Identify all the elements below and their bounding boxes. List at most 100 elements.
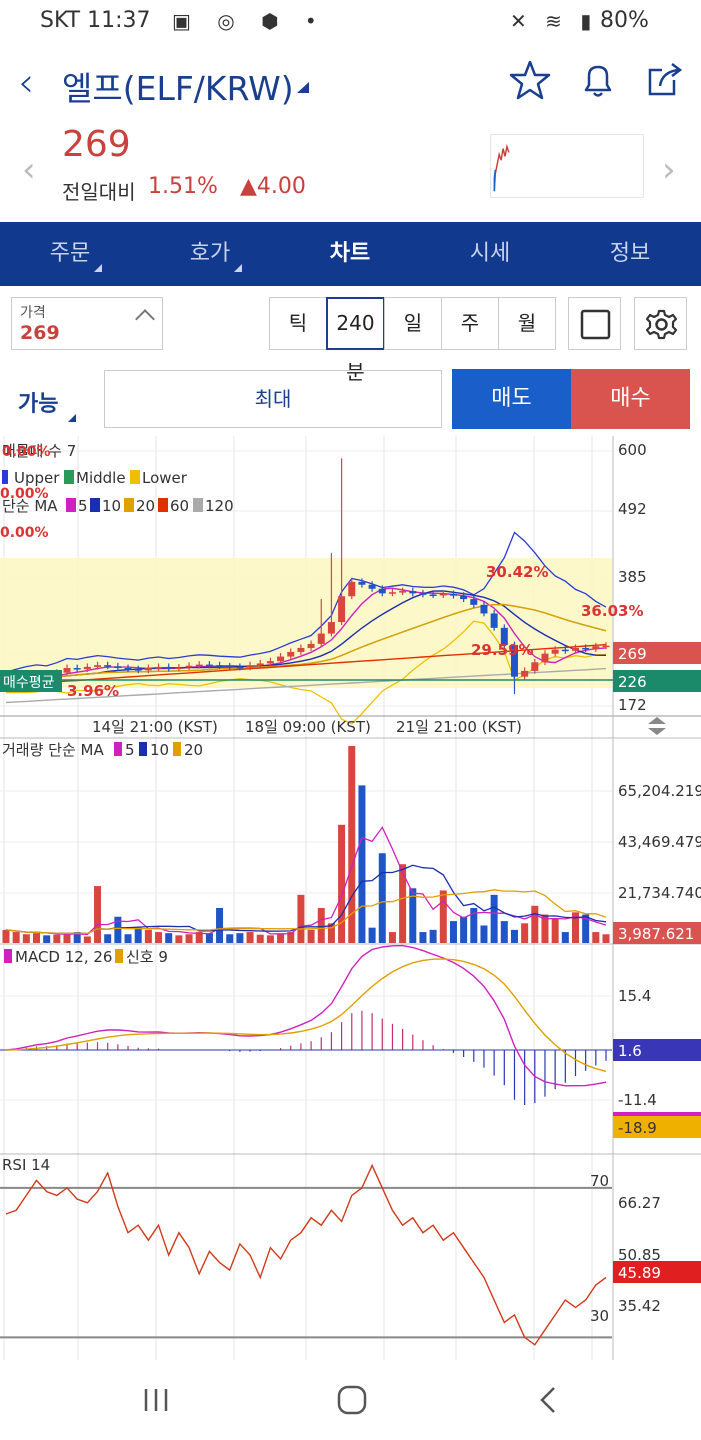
sell-button[interactable]: 매도	[452, 369, 571, 429]
interval-tick[interactable]: 틱	[269, 297, 327, 350]
volume-bar-11	[114, 916, 122, 943]
bb-lower-line	[5, 620, 607, 725]
ma60-legend: 60	[170, 497, 189, 515]
candle-body-19	[195, 664, 203, 667]
annotation-3: 29.59%	[471, 641, 533, 659]
volume-bar-47	[480, 925, 488, 943]
tab-chart[interactable]: 차트	[280, 222, 420, 286]
interval-week[interactable]: 주	[441, 297, 499, 350]
candle-body-53	[541, 653, 549, 663]
vol-tick-3: 21,734.740	[618, 884, 701, 902]
volume-bar-19	[195, 932, 203, 943]
y-tick-current: 269	[618, 645, 647, 663]
vol-tick-current: 3,987.621	[618, 925, 694, 943]
home-icon[interactable]	[334, 1382, 370, 1418]
tab-orderbook[interactable]: 호가	[140, 222, 280, 286]
y-tick-avg: 226	[618, 673, 647, 691]
volume-bar-40	[409, 888, 417, 943]
ma-60-line	[5, 643, 607, 686]
annotation-2: 36.03%	[581, 602, 643, 620]
volume-bar-25	[256, 934, 264, 943]
candle-body-59	[602, 645, 610, 648]
candle-body-24	[246, 665, 254, 668]
signal-tick-current: -18.9	[618, 1119, 657, 1137]
ma10-legend: 10	[102, 497, 121, 515]
volume-bar-55	[561, 932, 569, 943]
max-quantity-button[interactable]: 최대	[104, 370, 442, 428]
status-notification-icons: ▣ ◎ ⬢ •	[172, 9, 327, 33]
price-selector-label: 가격	[20, 305, 46, 321]
tab-order[interactable]: 주문	[0, 222, 140, 286]
rsi-panel	[0, 1163, 612, 1346]
annotation-1: 30.42%	[486, 563, 548, 581]
recent-apps-icon[interactable]	[140, 1384, 172, 1416]
prev-coin-icon[interactable]: ‹	[22, 150, 36, 190]
volume-bar-17	[175, 935, 183, 943]
chart-type-button[interactable]	[568, 297, 621, 350]
change-label: 전일대비	[62, 180, 136, 204]
available-menu-icon[interactable]	[68, 414, 76, 422]
mini-price-chart	[490, 134, 644, 198]
volume-bar-34	[348, 746, 356, 943]
candle-body-30	[307, 643, 315, 648]
volume-profile-legend: 매물대 수 7	[2, 442, 76, 460]
candle-body-57	[582, 647, 590, 650]
price-chart[interactable]: 매물대 수 7 0.00% Upper Middle Lower 0.00% 단…	[0, 436, 701, 1360]
panel-resize-handle-icon[interactable]	[648, 717, 666, 735]
bb-upper-line	[5, 531, 607, 673]
page-title[interactable]: 엘프(ELF/KRW)	[62, 69, 294, 108]
candle-body-35	[358, 581, 366, 585]
volume-bar-52	[531, 905, 539, 943]
macd-panel	[0, 944, 612, 1105]
interval-240min[interactable]: 240분	[326, 297, 385, 384]
volume-bar-20	[205, 933, 213, 943]
rsi-level-30: 30	[590, 1307, 609, 1325]
interval-month[interactable]: 월	[498, 297, 556, 350]
volume-bars	[2, 746, 610, 943]
buy-button[interactable]: 매수	[571, 369, 690, 429]
macd-line	[5, 944, 607, 1087]
star-icon[interactable]	[508, 58, 552, 102]
title-dropdown-icon[interactable]	[297, 82, 309, 93]
vol-ma5-legend: 5	[125, 741, 135, 759]
candle-body-50	[510, 645, 518, 677]
tab-orderbook-menu-icon	[234, 264, 242, 272]
rsi-tick-current: 45.89	[618, 1264, 661, 1282]
volume-bar-27	[277, 933, 285, 943]
vol-ma10-swatch	[139, 742, 147, 756]
volume-bar-41	[419, 932, 427, 943]
chart-settings-button[interactable]	[634, 297, 687, 350]
gear-icon	[645, 309, 678, 340]
rsi-line	[5, 1163, 607, 1346]
candle-body-10	[104, 665, 112, 667]
volume-bar-12	[124, 934, 132, 943]
candle-body-18	[185, 665, 193, 668]
bell-icon[interactable]	[576, 58, 620, 102]
y-tick-600: 600	[618, 441, 647, 459]
tab-info[interactable]: 정보	[560, 222, 700, 286]
back-nav-icon[interactable]	[534, 1384, 562, 1416]
volume-bar-51	[521, 923, 529, 943]
candle-body-25	[256, 663, 264, 666]
tab-market[interactable]: 시세	[420, 222, 560, 286]
next-coin-icon[interactable]: ›	[662, 150, 676, 190]
tab-order-label: 주문	[49, 241, 91, 266]
share-icon[interactable]	[644, 58, 688, 102]
y-tick-172: 172	[618, 696, 647, 714]
status-bar: SKT 11:37 ▣ ◎ ⬢ • ✕ ≋ ▮ 80%	[0, 0, 701, 44]
candle-body-14	[144, 668, 152, 671]
volume-bar-36	[368, 927, 376, 943]
back-icon[interactable]: ‹	[18, 60, 34, 106]
available-label[interactable]: 가능	[18, 392, 59, 417]
candle-body-44	[449, 593, 457, 596]
candle-body-47	[480, 604, 488, 614]
volume-bar-54	[551, 918, 559, 943]
candle-body-40	[409, 591, 417, 594]
bb-middle-swatch	[64, 470, 74, 484]
price-selector[interactable]: 가격 269	[11, 297, 163, 350]
interval-day[interactable]: 일	[384, 297, 442, 350]
volume-bar-57	[582, 914, 590, 943]
volume-bar-10	[104, 934, 112, 943]
volume-bar-30	[307, 929, 315, 943]
volume-bar-1	[12, 932, 20, 943]
